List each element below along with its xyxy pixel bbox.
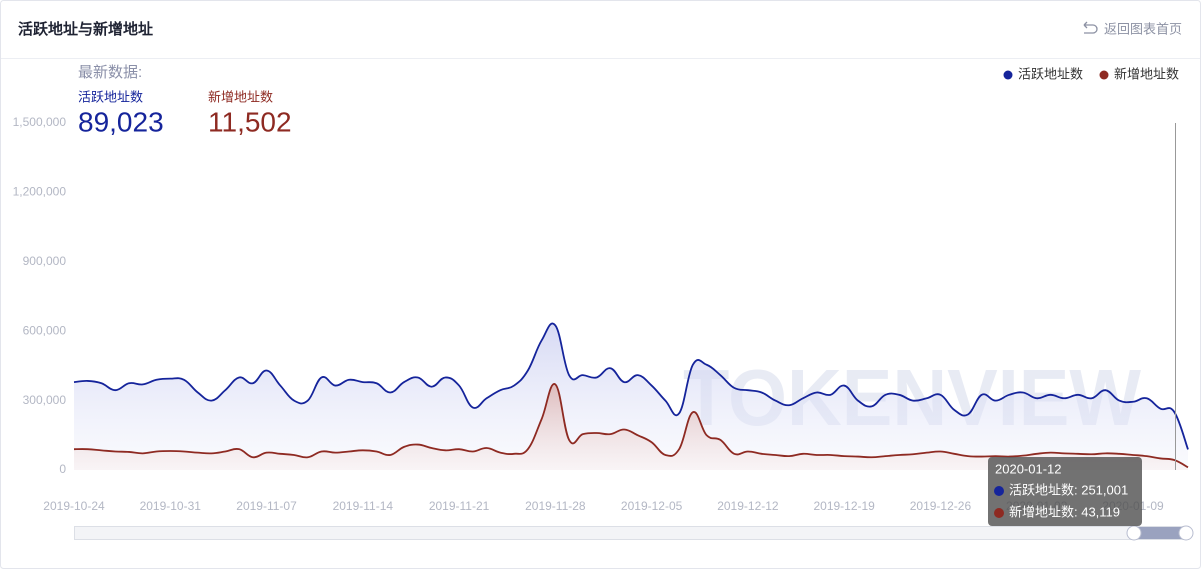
tooltip-item: 活跃地址数: 251,001	[1009, 482, 1128, 497]
x-tick-label: 2019-11-07	[236, 499, 297, 513]
x-tick-label: 2019-10-24	[43, 499, 105, 513]
x-tick-label: 2019-12-05	[621, 499, 683, 513]
legend-marker	[1003, 70, 1013, 80]
line	[73, 322, 1189, 450]
latest-value: 89,023	[78, 106, 164, 137]
latest-name: 活跃地址数	[78, 89, 143, 104]
x-tick-label: 2019-10-31	[140, 499, 202, 513]
y-tick-label: 1,500,000	[13, 115, 67, 129]
y-tick-label: 900,000	[23, 254, 67, 268]
zoom-window[interactable]	[1133, 527, 1187, 539]
x-tick-label: 2019-12-19	[813, 499, 875, 513]
zoom-handle[interactable]	[1178, 525, 1194, 541]
area	[74, 323, 1188, 470]
x-tick-label: 2019-11-14	[333, 499, 394, 513]
tooltip-box	[988, 457, 1142, 526]
x-tick-label: 2019-12-12	[717, 499, 779, 513]
zoom-handle[interactable]	[1126, 525, 1142, 541]
x-tick-label: 2019-11-21	[429, 499, 490, 513]
x-tick-label: 2019-11-28	[525, 499, 586, 513]
x-tick-label: 2019-12-26	[910, 499, 972, 513]
back-icon[interactable]	[1083, 21, 1098, 34]
legend-marker	[1099, 70, 1109, 80]
tooltip-marker	[994, 486, 1004, 496]
line	[73, 383, 1189, 469]
legend-label: 活跃地址数	[1018, 66, 1083, 81]
latest-label: 最新数据:	[78, 64, 142, 81]
tooltip-date: 2020-01-12	[995, 461, 1062, 476]
tooltip-item: 新增地址数: 43,119	[1009, 504, 1120, 519]
y-tick-label: 600,000	[23, 323, 67, 337]
latest-value: 11,502	[208, 106, 292, 137]
y-tick-label: 1,200,000	[13, 185, 67, 199]
legend-label: 新增地址数	[1114, 66, 1179, 81]
y-tick-label: 0	[59, 462, 66, 476]
tooltip-marker	[994, 508, 1004, 518]
chart-title: 活跃地址与新增地址	[18, 20, 153, 38]
back-link[interactable]: 返回图表首页	[1104, 21, 1182, 36]
y-tick-label: 300,000	[23, 393, 67, 407]
zoom-track[interactable]	[74, 526, 1189, 540]
latest-name: 新增地址数	[208, 89, 273, 104]
